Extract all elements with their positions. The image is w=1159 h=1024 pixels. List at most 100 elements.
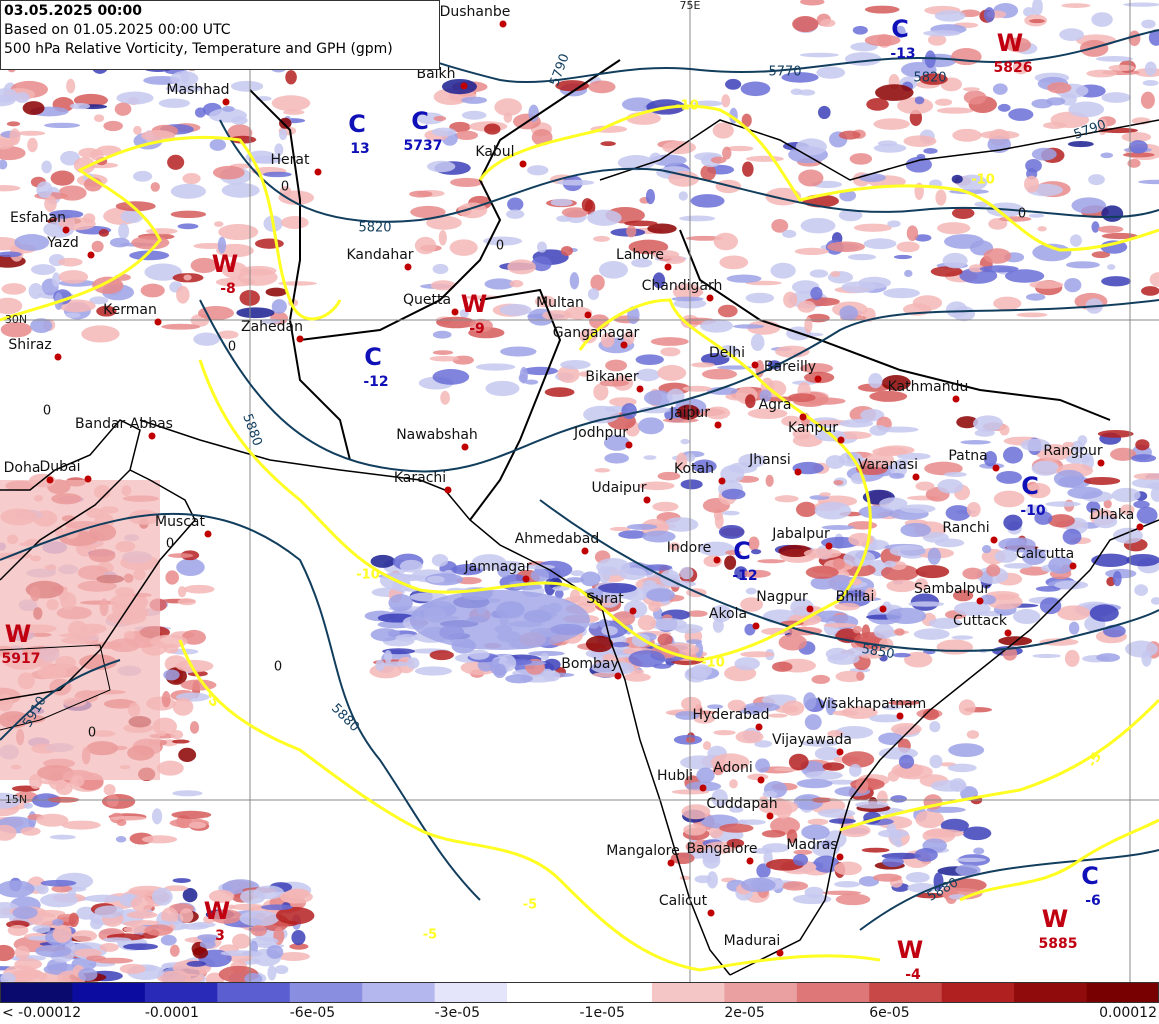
vorticity-cell [1057, 605, 1091, 621]
vorticity-cell [892, 652, 911, 658]
vorticity-cell [712, 122, 734, 139]
vorticity-field [0, 0, 1159, 988]
system-letter: C [733, 537, 751, 565]
vorticity-cell [825, 647, 849, 661]
city-label: Mangalore [606, 843, 680, 859]
vorticity-cell [36, 181, 53, 199]
vorticity-cell [494, 98, 523, 117]
vorticity-cell [832, 710, 859, 716]
vorticity-cell [888, 700, 920, 706]
vorticity-cell [1, 283, 27, 295]
vorticity-cell [208, 889, 235, 903]
vorticity-cell [771, 218, 789, 233]
temperature-contour [478, 104, 1159, 252]
vorticity-cell [61, 820, 101, 830]
vorticity-cell [1025, 158, 1042, 173]
vorticity-cell [804, 714, 822, 731]
vorticity-cell [89, 296, 109, 305]
vorticity-cell [0, 185, 21, 192]
vorticity-cell [588, 80, 616, 94]
vorticity-cell [1065, 454, 1091, 464]
vorticity-cell [809, 269, 828, 278]
vorticity-cell [1089, 604, 1119, 622]
vorticity-cell [935, 189, 947, 206]
vorticity-cell [657, 633, 673, 646]
vorticity-cell [239, 910, 280, 927]
city-marker [204, 530, 212, 538]
vorticity-cell [1031, 98, 1053, 109]
vorticity-cell [864, 34, 901, 47]
vorticity-cell [942, 252, 968, 269]
colorbar-swatch [0, 982, 73, 1002]
vorticity-cell [979, 594, 997, 605]
system-value: -12 [363, 374, 388, 390]
vorticity-cell [770, 262, 796, 279]
vorticity-cell [217, 330, 239, 339]
vorticity-cell [0, 972, 16, 985]
vorticity-cell [898, 754, 915, 769]
city-marker [794, 468, 802, 476]
vorticity-cell [681, 804, 711, 820]
vorticity-cell [1101, 276, 1131, 287]
vorticity-cell [170, 210, 207, 219]
vorticity-cell [966, 501, 981, 518]
vorticity-cell [180, 70, 190, 83]
city-label: Shiraz [8, 337, 51, 353]
vorticity-cell [506, 209, 525, 219]
vorticity-cell [471, 554, 507, 571]
vorticity-cell [637, 615, 657, 631]
vorticity-cell [381, 661, 410, 667]
vorticity-cell [858, 173, 886, 183]
vorticity-cell [742, 569, 771, 578]
vorticity-cell [103, 784, 116, 796]
vorticity-cell [144, 263, 182, 281]
vorticity-cell [626, 523, 658, 530]
vorticity-cell [1083, 476, 1121, 485]
vorticity-cell [922, 532, 949, 543]
vorticity-cell [743, 702, 780, 712]
vorticity-cell [557, 365, 580, 383]
contour-label: 0 [43, 404, 51, 419]
vorticity-cell [828, 818, 856, 824]
vorticity-cell [140, 283, 165, 298]
vorticity-cell [1100, 152, 1114, 159]
city-label: Dhaka [1090, 507, 1135, 523]
vorticity-cell [650, 337, 689, 346]
vorticity-cell [1023, 7, 1035, 17]
vorticity-cell [814, 746, 841, 761]
vorticity-cell [819, 492, 832, 497]
city-label: Ganganagar [553, 325, 640, 341]
vorticity-cell [948, 743, 985, 757]
vorticity-cell [755, 758, 770, 773]
system-value: -8 [220, 281, 236, 297]
vorticity-cell [1125, 640, 1158, 658]
vorticity-cell [429, 650, 454, 661]
vorticity-cell [1096, 56, 1133, 62]
city-label: Jodhpur [573, 425, 628, 441]
vorticity-cell [1091, 553, 1130, 567]
vorticity-cell [786, 829, 798, 844]
vorticity-cell [41, 160, 52, 174]
city-label: Madurai [724, 933, 781, 949]
vorticity-cell [275, 907, 315, 925]
colorbar-swatch [869, 982, 943, 1002]
vorticity-cell [14, 92, 30, 103]
vorticity-cell [628, 239, 669, 255]
vorticity-cell [556, 215, 572, 222]
vorticity-cell [266, 945, 284, 959]
vorticity-cell [432, 368, 470, 385]
vorticity-cell [1059, 28, 1085, 42]
vorticity-cell [22, 101, 45, 116]
vorticity-cell [787, 393, 816, 403]
city-marker [643, 496, 651, 504]
vorticity-cell [1012, 60, 1030, 75]
vorticity-cell [1008, 108, 1034, 121]
vorticity-cell [1128, 140, 1148, 154]
city-marker [912, 473, 920, 481]
vorticity-cell [682, 385, 712, 392]
vorticity-cell [849, 153, 873, 165]
vorticity-cell [835, 893, 871, 906]
vorticity-cell [638, 481, 675, 491]
vorticity-cell [858, 505, 894, 519]
vorticity-cell [979, 265, 1019, 273]
